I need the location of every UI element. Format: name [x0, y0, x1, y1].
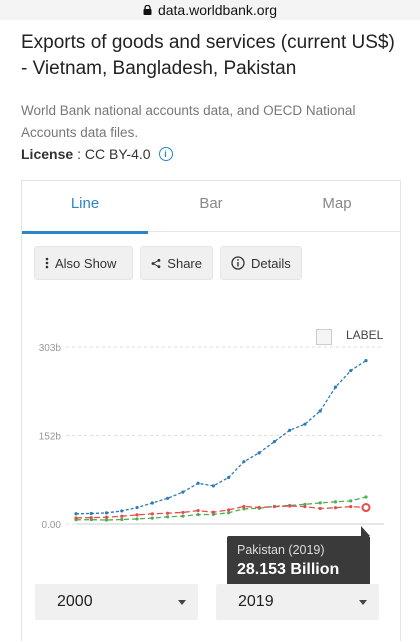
share-icon: [151, 258, 161, 268]
series-bangladesh-point[interactable]: [349, 499, 353, 503]
also-show-button[interactable]: Also Show: [34, 246, 133, 280]
license-value: : CC BY-4.0: [77, 146, 151, 162]
series-bangladesh-point[interactable]: [303, 502, 307, 506]
series-pakistan-point[interactable]: [227, 508, 231, 512]
series-pakistan-point[interactable]: [318, 506, 322, 511]
series-bangladesh-point[interactable]: [364, 495, 368, 499]
series-pakistan-point[interactable]: [104, 515, 109, 519]
series-bangladesh-line[interactable]: [75, 496, 367, 521]
tab-bar[interactable]: Bar: [199, 195, 223, 212]
tooltip-title: Pakistan (2019): [237, 543, 325, 557]
series-pakistan-point[interactable]: [196, 509, 200, 513]
series-vietnam-point[interactable]: [349, 369, 353, 373]
series-pakistan-point[interactable]: [150, 512, 154, 516]
series-vietnam-point[interactable]: [227, 475, 231, 480]
series-vietnam-point[interactable]: [74, 512, 78, 516]
line-chart: 303b 152b 0.00: [39, 343, 384, 531]
series-vietnam-point[interactable]: [303, 422, 307, 426]
start-year-select[interactable]: 2000: [35, 584, 198, 620]
series-vietnam-point[interactable]: [318, 409, 322, 413]
tab-line[interactable]: Line: [22, 181, 148, 234]
chart-panel: Line Bar Map Also Show Share Details 303…: [21, 180, 401, 641]
series-bangladesh-point[interactable]: [211, 512, 215, 517]
series-pakistan-point[interactable]: [181, 510, 185, 515]
info-icon[interactable]: i: [158, 147, 173, 161]
legend-checkbox[interactable]: [316, 329, 332, 345]
series-vietnam-point[interactable]: [120, 509, 124, 513]
series-pakistan-point[interactable]: [89, 516, 93, 520]
y-tick-label: 152b: [39, 432, 62, 443]
series-vietnam-point[interactable]: [242, 460, 246, 464]
series-vietnam-point[interactable]: [104, 511, 109, 515]
details-button[interactable]: Details: [220, 246, 302, 280]
series-pakistan-point[interactable]: [272, 505, 277, 509]
chevron-down-icon: [359, 600, 367, 605]
end-year-select[interactable]: 2019: [216, 584, 379, 620]
series-bangladesh-point[interactable]: [242, 507, 246, 511]
series-vietnam-point[interactable]: [364, 359, 368, 363]
series-pakistan-line[interactable]: [75, 505, 367, 519]
series-vietnam-point[interactable]: [89, 511, 93, 516]
end-year-value: 2019: [238, 593, 274, 610]
chart-tooltip: Pakistan (2019) 28.153 Billion: [227, 526, 370, 589]
series-vietnam-point[interactable]: [181, 490, 185, 494]
series-pakistan-point[interactable]: [288, 504, 292, 508]
also-show-label: Also Show: [55, 255, 117, 271]
series-pakistan-point[interactable]: [242, 504, 246, 509]
source-note: World Bank national accounts data, and O…: [21, 103, 356, 140]
details-label: Details: [251, 255, 291, 271]
lock-icon: [143, 5, 152, 15]
page-title: Exports of goods and services (current U…: [21, 32, 395, 79]
highlighted-point[interactable]: [361, 503, 371, 513]
series-bangladesh-point[interactable]: [333, 500, 338, 504]
series-pakistan-point[interactable]: [165, 511, 170, 515]
info-circle-icon: [231, 256, 245, 270]
view-tabs: Line Bar Map: [22, 181, 400, 234]
y-tick-label: 303b: [39, 343, 62, 354]
series-bangladesh-point[interactable]: [196, 513, 200, 517]
more-vertical-icon: [45, 257, 49, 269]
series-pakistan-point[interactable]: [74, 516, 78, 520]
legend-label: LABEL: [346, 328, 384, 342]
series-vietnam-point[interactable]: [135, 505, 139, 510]
series-bangladesh-point[interactable]: [120, 517, 124, 522]
y-tick-label: 0.00: [42, 520, 62, 531]
series-pakistan-point[interactable]: [333, 506, 338, 510]
tooltip-value: 28.153 Billion: [237, 561, 340, 578]
series-bangladesh-point[interactable]: [104, 518, 109, 522]
chevron-down-icon: [178, 600, 186, 605]
license-label: License: [21, 146, 74, 162]
url-bar[interactable]: data.worldbank.org: [0, 0, 420, 20]
tab-map[interactable]: Map: [322, 195, 352, 212]
series-vietnam-point[interactable]: [196, 481, 200, 485]
series-vietnam-point[interactable]: [165, 496, 170, 500]
series-bangladesh-point[interactable]: [150, 516, 154, 520]
series-vietnam-point[interactable]: [211, 484, 215, 488]
series-pakistan-point[interactable]: [257, 505, 261, 510]
series-vietnam-point[interactable]: [333, 385, 338, 389]
series-vietnam-line[interactable]: [75, 360, 367, 515]
series-bangladesh-point[interactable]: [181, 514, 185, 518]
series-pakistan-point[interactable]: [211, 510, 215, 514]
series-vietnam-point[interactable]: [272, 440, 277, 444]
series-pakistan-point[interactable]: [349, 504, 353, 509]
series-bangladesh-point[interactable]: [135, 517, 139, 521]
license-row: License : CC BY-4.0 i: [21, 146, 173, 162]
series-bangladesh-point[interactable]: [318, 501, 322, 505]
series-bangladesh-point[interactable]: [165, 515, 170, 519]
series-pakistan-point[interactable]: [135, 513, 139, 517]
share-label: Share: [167, 255, 202, 271]
series-pakistan-point[interactable]: [303, 504, 307, 509]
series-bangladesh-point[interactable]: [227, 511, 231, 515]
url-text: data.worldbank.org: [157, 2, 278, 18]
series-pakistan-point[interactable]: [120, 514, 124, 518]
start-year-value: 2000: [57, 593, 93, 610]
series-vietnam-point[interactable]: [288, 428, 292, 432]
share-button[interactable]: Share: [140, 246, 213, 280]
series-vietnam-point[interactable]: [150, 501, 154, 505]
series-vietnam-point[interactable]: [257, 451, 261, 455]
